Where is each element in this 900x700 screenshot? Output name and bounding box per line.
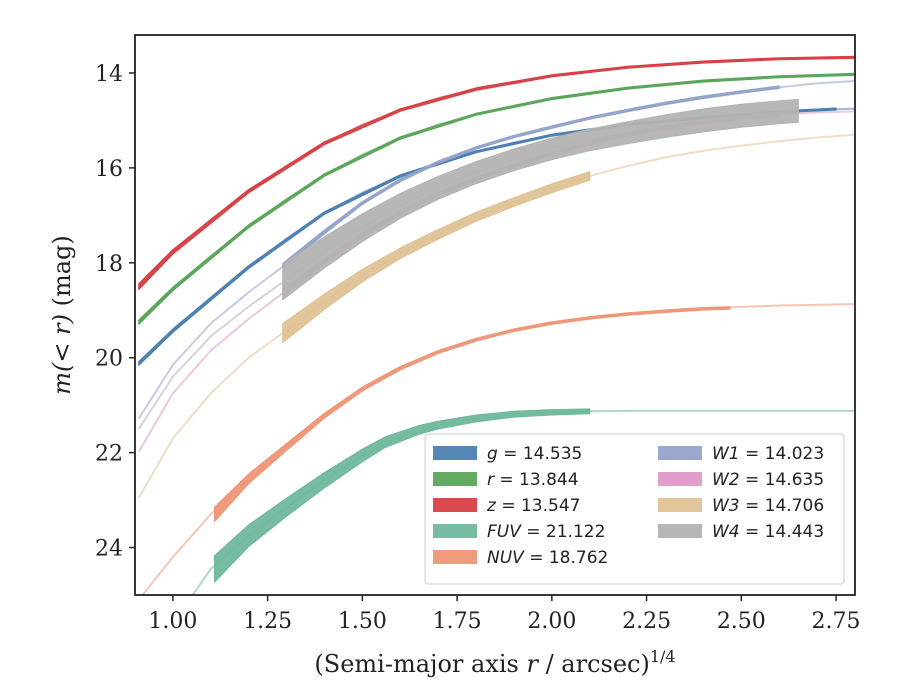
series-w1-model-curve (137, 80, 855, 420)
series-nuv-observed-band (214, 306, 731, 523)
x-tick-label: 2.75 (812, 609, 861, 634)
series-g-observed-band (138, 107, 837, 366)
legend-label: W1 = 14.023 (712, 444, 824, 464)
x-axis-label-suffix: / arcsec) (538, 650, 650, 678)
y-tick-label: 16 (95, 157, 123, 182)
legend-swatch (433, 524, 477, 538)
legend-entry-w4: W4 = 14.443 (658, 522, 824, 542)
series-w3-observed-band (282, 171, 591, 344)
legend-entry-w1: W1 = 14.023 (658, 444, 824, 464)
series-w1-observed-band (282, 85, 780, 269)
legend-entry-fuv: FUV = 21.122 (433, 522, 605, 542)
legend-box (424, 433, 845, 585)
legend-swatch (658, 446, 702, 460)
plot-frame (134, 34, 856, 596)
legend-swatch (433, 446, 477, 460)
legend-swatch (658, 524, 702, 538)
series-fuv-observed-band (214, 408, 591, 583)
axis-ticks: 1.00 1.25 1.50 1.75 2.00 2.25 2.50 2.75 14 16 18 20… (95, 62, 861, 634)
legend-swatch (433, 472, 477, 486)
y-tick-label: 18 (95, 252, 123, 277)
x-tick-label: 2.00 (527, 609, 576, 634)
x-axis-label: (Semi-major axis r / arcsec)1/4 (314, 647, 675, 678)
y-tick-label: 14 (95, 62, 123, 87)
x-axis-label-var: r (526, 650, 539, 678)
x-tick-label: 1.25 (243, 609, 292, 634)
legend-swatch (433, 498, 477, 512)
legend-entry-z: z = 13.547 (433, 496, 580, 516)
legend-swatch (658, 472, 702, 486)
legend: g = 14.535 r = 13.844 z = 13.547 FUV = 21.1… (424, 433, 845, 585)
series-z-observed-band (138, 55, 855, 290)
legend-entry-r: r = 13.844 (433, 470, 579, 490)
legend-label: W2 = 14.635 (712, 470, 824, 490)
legend-entry-w3: W3 = 14.706 (658, 496, 824, 516)
legend-label: g = 14.535 (487, 444, 582, 464)
y-axis-label-quantity: m(< r) (48, 314, 76, 395)
legend-swatch (658, 498, 702, 512)
legend-label: FUV = 21.122 (487, 522, 605, 542)
x-axis-label-exponent: 1/4 (650, 647, 676, 666)
x-tick-label: 2.50 (717, 609, 766, 634)
x-axis-label-prefix: (Semi-major axis (314, 650, 526, 678)
x-tick-label: 1.50 (338, 609, 387, 634)
legend-label: r = 13.844 (487, 470, 579, 490)
x-tick-label: 1.75 (433, 609, 482, 634)
legend-label: NUV = 18.762 (487, 548, 608, 568)
series-w4-observed-band (282, 98, 799, 301)
y-axis-label-unit: (mag) (48, 235, 76, 314)
x-tick-label: 1.00 (148, 609, 197, 634)
legend-entry-nuv: NUV = 18.762 (433, 548, 608, 568)
plot-area (137, 55, 855, 595)
legend-label: W3 = 14.706 (712, 496, 824, 516)
legend-label: W4 = 14.443 (712, 522, 824, 542)
legend-entry-g: g = 14.535 (433, 444, 582, 464)
y-axis-label: m(< r) (mag) (48, 235, 76, 395)
legend-entry-w2: W2 = 14.635 (658, 470, 824, 490)
x-tick-label: 2.25 (622, 609, 671, 634)
series-w4-model-curve (137, 109, 799, 430)
legend-label: z = 13.547 (486, 496, 580, 516)
y-tick-label: 22 (95, 442, 123, 467)
y-tick-label: 20 (95, 347, 123, 372)
series-r-observed-band (138, 72, 855, 325)
y-tick-label: 24 (95, 537, 123, 562)
legend-swatch (433, 550, 477, 564)
